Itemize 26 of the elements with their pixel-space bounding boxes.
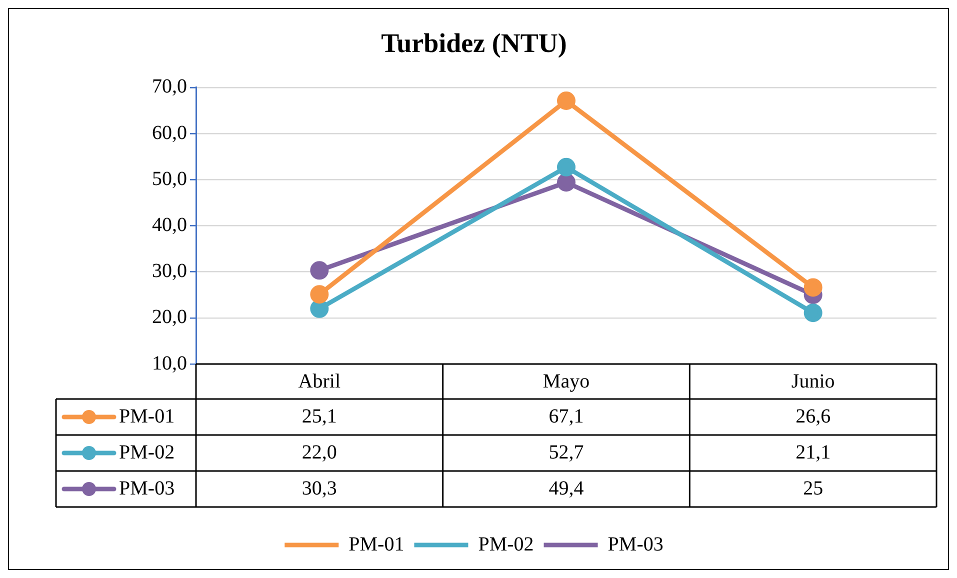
data-label: 21,1: [796, 441, 831, 464]
y-tick-label: 10,0: [152, 352, 187, 374]
legend-label: PM-02: [119, 441, 175, 464]
data-label: 25: [803, 477, 824, 500]
x-tick-label: Junio: [791, 370, 835, 392]
data-label: 67,1: [548, 405, 584, 428]
legend-label: PM-03: [119, 477, 175, 500]
data-label: 30,3: [302, 477, 337, 500]
chart-title: Turbidez (NTU): [381, 28, 567, 58]
data-label: 25,1: [302, 405, 337, 428]
y-tick-label: 50,0: [152, 168, 187, 190]
y-tick-label: 60,0: [152, 122, 187, 144]
y-tick-label: 20,0: [152, 306, 187, 328]
text: PM-02: [478, 533, 534, 556]
data-label: 49,4: [548, 477, 584, 500]
y-tick-label: 40,0: [152, 214, 187, 236]
data-label: 22,0: [302, 441, 337, 464]
y-tick-label: 70,0: [152, 76, 187, 98]
x-tick-label: Abril: [298, 370, 341, 392]
text: PM-03: [608, 533, 664, 556]
data-label: 26,6: [796, 405, 831, 428]
text: PM-01: [348, 533, 404, 556]
data-label: 52,7: [548, 441, 584, 464]
y-tick-label: 30,0: [152, 260, 187, 282]
x-tick-label: Mayo: [542, 370, 590, 392]
legend-label: PM-01: [119, 405, 175, 428]
